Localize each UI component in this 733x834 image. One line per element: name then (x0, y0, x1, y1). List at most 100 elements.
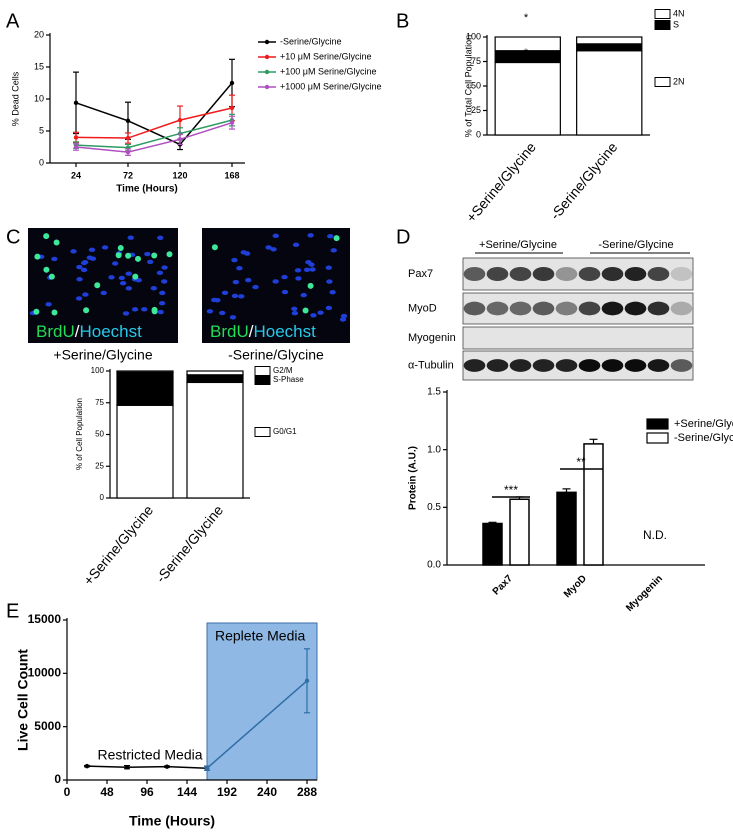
nucleus (272, 233, 279, 239)
bar-segment (186, 381, 244, 499)
legend-marker (264, 69, 270, 75)
nucleus (206, 309, 214, 314)
blot-band (532, 301, 555, 316)
blot-band (532, 266, 555, 282)
region-label: Replete Media (215, 628, 305, 644)
bar-segment (576, 36, 643, 45)
y-tick-label: 10000 (28, 666, 62, 680)
brdu-nucleus (34, 253, 41, 260)
legend-label: +Serine/Glycine (674, 418, 733, 430)
nucleus (80, 267, 88, 273)
point (304, 678, 310, 683)
legend-label: 4N (673, 8, 685, 18)
line (86, 765, 208, 770)
blot-band (647, 301, 670, 316)
y-tick-label: 75 (95, 398, 104, 407)
nucleus (108, 275, 115, 280)
nucleus (51, 256, 58, 262)
nucleus (127, 235, 134, 240)
legend-swatch (654, 9, 671, 19)
nucleus (292, 242, 300, 247)
y-tick-label: 20 (34, 29, 44, 39)
nucleus (118, 275, 126, 281)
y-tick-label: 1.0 (427, 444, 441, 455)
annotation: * (138, 384, 143, 396)
nucleus (150, 286, 158, 291)
micrograph-caption: -Serine/Glycine (228, 347, 324, 363)
point (125, 118, 131, 123)
micrograph-caption: +Serine/Glycine (53, 347, 152, 363)
blot-band (509, 301, 532, 316)
y-tick-label: 5000 (34, 719, 61, 733)
panel-label: C (6, 226, 20, 248)
nucleus (157, 309, 164, 315)
bar (482, 522, 503, 566)
y-axis-label: Protein (A.U.) (408, 446, 419, 510)
brdu-nucleus (134, 255, 141, 262)
legend-marker (264, 84, 270, 90)
blot-row-label: MyoD (408, 302, 437, 314)
blot-band (601, 301, 624, 316)
point (229, 105, 235, 111)
y-tick-label: 50 (471, 80, 481, 90)
y-tick-label: 0 (54, 772, 61, 786)
panel-label: B (396, 10, 409, 32)
nucleus (291, 311, 299, 316)
blot-band (624, 359, 647, 372)
x-axis-label: Time (Hours) (116, 184, 178, 195)
legend-label: S (673, 19, 679, 29)
legend-label: S-Phase (273, 375, 304, 384)
point (229, 80, 235, 86)
stain-a: BrdU (210, 322, 249, 341)
panel-label: A (6, 10, 20, 32)
legend-marker (264, 54, 270, 60)
nucleus (131, 307, 139, 312)
nucleus (157, 235, 164, 240)
annotation: ** (576, 455, 586, 469)
blot-band (463, 359, 486, 372)
nucleus (214, 298, 221, 303)
blot-band (555, 301, 578, 316)
legend-swatch (654, 20, 671, 30)
brdu-nucleus (333, 235, 340, 242)
annotation: Restricted Media (97, 747, 202, 763)
nucleus (238, 294, 245, 299)
y-axis-label: Live Cell Count (15, 649, 31, 751)
y-tick-label: 50 (95, 430, 104, 439)
nucleus (236, 266, 243, 271)
nucleus (75, 296, 83, 301)
brdu-nucleus (33, 308, 40, 315)
x-tick-label: Myogenin (624, 573, 665, 614)
nucleus (141, 307, 148, 312)
blot-band (555, 266, 578, 282)
nucleus (300, 292, 307, 298)
nucleus (307, 233, 314, 238)
nucleus (122, 311, 130, 316)
line (75, 121, 233, 153)
y-axis-label: % of Total Cell Population (463, 35, 473, 137)
nucleus (243, 251, 251, 256)
nucleus (309, 267, 316, 272)
legend-swatch (654, 77, 671, 87)
blot-band (532, 359, 555, 372)
point (125, 135, 131, 141)
brdu-nucleus (43, 266, 50, 273)
blot-band (486, 359, 509, 372)
panel-label: D (396, 226, 410, 248)
stain-separator: / (75, 322, 80, 341)
nucleus (232, 279, 240, 285)
annotation: * (524, 12, 529, 24)
blot-band (670, 266, 693, 282)
legend-label: G2/M (273, 366, 293, 375)
x-tick-label: 24 (71, 170, 81, 180)
x-tick-label: +Serine/Glycine (463, 139, 539, 225)
nucleus (159, 290, 166, 296)
y-tick-label: 100 (91, 366, 105, 375)
nucleus (340, 313, 348, 319)
bar-segment (186, 370, 244, 376)
bar (509, 498, 530, 566)
bar-segment (186, 374, 244, 384)
line (206, 680, 308, 769)
nucleus (272, 279, 279, 284)
brdu-nucleus (211, 244, 218, 251)
